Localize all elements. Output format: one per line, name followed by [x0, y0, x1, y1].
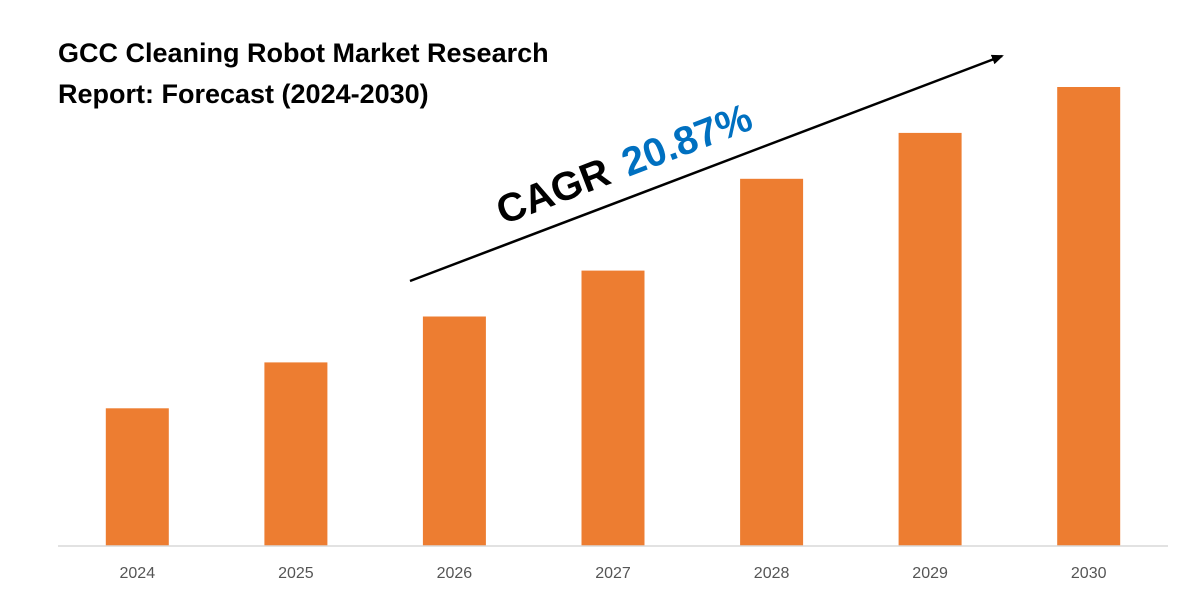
bar-2028 [740, 178, 804, 547]
bar-2026 [422, 316, 486, 546]
x-tick-label-2025: 2025 [278, 565, 314, 582]
cagr-label: CAGR [490, 150, 616, 233]
x-tick-label-2030: 2030 [1071, 565, 1107, 582]
x-tick-labels: 2024 2025 2026 2027 2028 2029 2030 [120, 565, 1107, 582]
x-tick-label-2024: 2024 [120, 565, 156, 582]
chart-title-line-2: Report: Forecast (2024-2030) [58, 79, 429, 109]
trend-arrow [409, 54, 1004, 283]
chart-title-line-1: GCC Cleaning Robot Market Research [58, 38, 549, 68]
bars-group [105, 87, 1121, 547]
bar-2030 [1057, 87, 1121, 546]
bar-2025 [264, 362, 328, 546]
x-tick-label-2029: 2029 [912, 565, 948, 582]
bar-2029 [898, 132, 962, 546]
bar-2024 [105, 408, 169, 546]
cagr-value: 20.87% [616, 96, 758, 186]
bar-2027 [581, 270, 645, 546]
x-tick-label-2027: 2027 [595, 565, 631, 582]
x-tick-label-2028: 2028 [754, 565, 790, 582]
x-tick-label-2026: 2026 [437, 565, 473, 582]
